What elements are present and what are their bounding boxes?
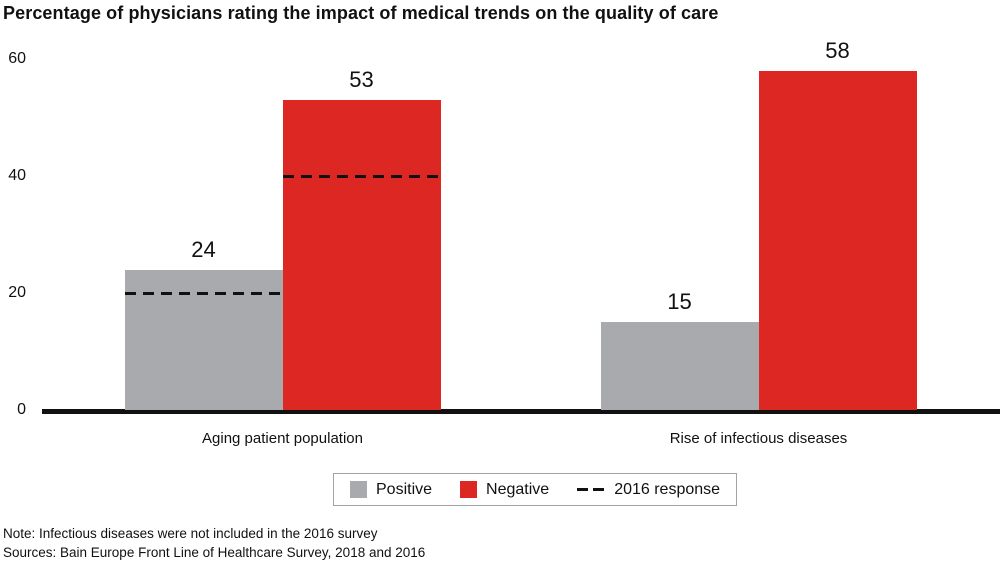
chart-title: Percentage of physicians rating the impa… xyxy=(3,3,719,23)
bar-positive-rise-of-infectious-diseases xyxy=(600,322,759,410)
y-axis-tick-label-0: 0 xyxy=(17,401,26,418)
y-axis-tick-label-40: 40 xyxy=(8,167,26,184)
legend-label-negative: Negative xyxy=(486,480,550,498)
x-axis-line xyxy=(42,409,1000,414)
dashed-2016-response-line-positive-aging-patient-population xyxy=(124,291,283,295)
bar-value-label-negative-aging-patient-population: 53 xyxy=(349,66,374,92)
bar-value-label-positive-rise-of-infectious-diseases: 15 xyxy=(667,289,692,315)
legend-item-negative: Negative xyxy=(460,481,549,499)
sources-text: Sources: Bain Europe Front Line of Healt… xyxy=(3,545,426,560)
dashed-2016-response-line-negative-aging-patient-population xyxy=(282,174,441,178)
legend-label-positive: Positive xyxy=(376,480,433,498)
legend-dashed-line-icon xyxy=(577,488,606,491)
bar-value-label-positive-aging-patient-population: 24 xyxy=(191,236,216,262)
category-label-rise-of-infectious-diseases: Rise of infectious diseases xyxy=(669,430,848,447)
legend-item-2016-response: 2016 response xyxy=(577,481,720,499)
legend-label-2016-response: 2016 response xyxy=(614,480,721,498)
legend: Positive Negative 2016 response xyxy=(333,473,738,506)
bar-negative-aging-patient-population xyxy=(282,99,441,410)
category-label-aging-patient-population: Aging patient population xyxy=(202,430,363,447)
legend-positive-swatch-icon xyxy=(350,481,367,498)
bar-value-label-negative-rise-of-infectious-diseases: 58 xyxy=(825,37,850,63)
bar-negative-rise-of-infectious-diseases xyxy=(758,70,917,410)
legend-item-positive: Positive xyxy=(350,481,432,499)
y-axis-tick-label-60: 60 xyxy=(8,50,26,67)
note-text: Note: Infectious diseases were not inclu… xyxy=(3,526,378,541)
footnotes: Note: Infectious diseases were not inclu… xyxy=(3,524,425,562)
y-axis-tick-label-20: 20 xyxy=(8,284,26,301)
legend-negative-swatch-icon xyxy=(460,481,478,498)
